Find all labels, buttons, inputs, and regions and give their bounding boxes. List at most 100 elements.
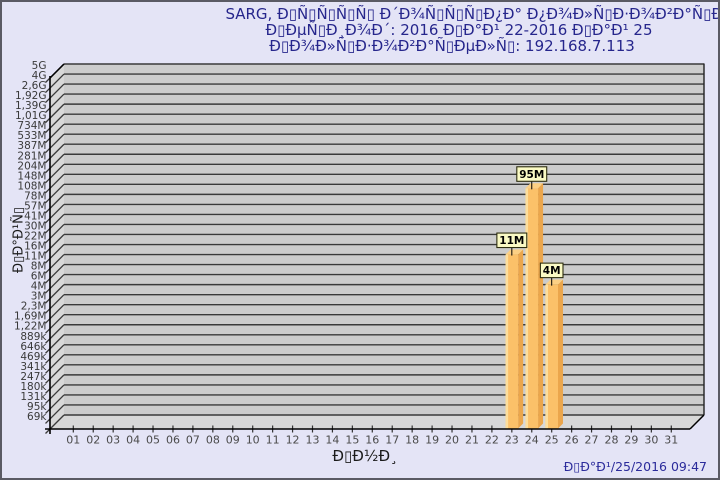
bar-edge-highlight: [525, 188, 529, 429]
x-axis-title: Ð▯Ð½Ð¸: [332, 447, 398, 465]
report-period: Ð▯ÐµÑ▯Ð¸Ð¾Ð´: 2016 Ð▯Ð°Ð¹ 22-2016 Ð▯Ð°Ð¹…: [265, 21, 653, 39]
y-tick-label: 69k: [27, 411, 47, 423]
x-tick-label: 16: [365, 434, 379, 447]
y-tick-line: [45, 183, 65, 204]
y-tick-label: 22M: [24, 230, 46, 242]
y-tick-line: [45, 334, 65, 354]
x-tick-label: 29: [624, 434, 638, 447]
x-tick-label: 25: [545, 434, 559, 447]
x-tick-label: 26: [565, 434, 579, 447]
x-tick-label: 15: [345, 434, 359, 447]
x-tick-label: 03: [106, 434, 120, 447]
axis-top-left-diagonal: [49, 63, 65, 79]
x-tick-label: 20: [445, 434, 459, 447]
x-tick-label: 12: [286, 434, 300, 447]
y-tick-line: [45, 73, 65, 93]
y-tick-label: 8M: [31, 261, 47, 273]
bar-top-face: [505, 249, 524, 255]
y-tick-label: 1,39G: [15, 100, 47, 112]
y-tick-line: [45, 173, 65, 194]
y-tick-label: 4M: [31, 281, 47, 293]
y-tick-line: [45, 213, 65, 234]
report-generated-timestamp: Ð▯Ð°Ð¹/25/2016 09:47: [563, 459, 707, 474]
back-wall: [64, 64, 704, 415]
y-tick-label: 4G: [32, 70, 47, 82]
y-tick-line: [45, 234, 65, 254]
x-tick-label: 04: [126, 434, 140, 447]
y-tick-label: 889k: [20, 331, 47, 343]
y-tick-line: [45, 344, 65, 364]
x-tick-label: 14: [325, 434, 339, 447]
y-tick-label: 180k: [20, 381, 47, 393]
bar-edge-highlight: [505, 254, 509, 429]
x-tick-label: 06: [166, 434, 180, 447]
bar-side-face: [538, 183, 544, 429]
y-tick-line: [45, 324, 65, 344]
bar-front-face: [525, 188, 539, 429]
y-tick-line: [45, 414, 65, 434]
x-tick-label: 10: [246, 434, 260, 447]
bar-day-23: [505, 249, 524, 429]
x-tick-label: 17: [385, 434, 399, 447]
y-tick-line: [45, 244, 65, 264]
x-tick-label: 30: [644, 434, 658, 447]
x-tick-label: 05: [146, 434, 160, 447]
y-tick-label: 387M: [17, 140, 46, 152]
y-tick-label: 95k: [27, 401, 47, 413]
x-tick-label: 21: [465, 434, 479, 447]
y-tick-line: [45, 294, 65, 314]
x-tick-label: 07: [186, 434, 200, 447]
y-tick-line: [45, 314, 65, 334]
y-tick-line: [45, 93, 65, 114]
y-tick-line: [45, 143, 65, 164]
y-tick-label: 204M: [17, 160, 46, 172]
y-tick-line: [45, 113, 65, 134]
axis-bottom-right-diagonal: [689, 414, 705, 430]
y-tick-line: [45, 404, 65, 424]
bar-day-25: [545, 279, 563, 429]
y-tick-line: [45, 274, 65, 294]
callout-box-day-23: [496, 232, 528, 249]
y-tick-label: 5G: [32, 60, 47, 72]
y-tick-line: [45, 374, 65, 394]
y-tick-label: 3M: [31, 291, 47, 303]
x-tick-label: 09: [226, 434, 240, 447]
callout-value-label: 95M: [519, 169, 544, 181]
y-tick-label: 1,69M: [14, 311, 46, 323]
callout-value-label: 4M: [543, 265, 561, 277]
callout-value-label: 11M: [499, 235, 524, 247]
bar-front-face: [505, 254, 519, 429]
y-tick-line: [45, 103, 65, 124]
callout-box-day-25: [539, 262, 564, 279]
y-tick-label: 131k: [20, 391, 47, 403]
y-tick-line: [45, 83, 65, 104]
bar-edge-highlight: [545, 284, 548, 429]
x-tick-label: 13: [305, 434, 319, 447]
x-tick-label: 23: [505, 434, 519, 447]
x-tick-label: 18: [405, 434, 419, 447]
y-tick-label: 1,01G: [15, 110, 47, 122]
y-tick-label: 281M: [17, 150, 46, 162]
y-tick-label: 78M: [24, 190, 46, 202]
y-tick-label: 6M: [31, 271, 47, 283]
x-tick-label: 01: [66, 434, 80, 447]
y-tick-line: [45, 223, 65, 244]
x-tick-label: 08: [206, 434, 220, 447]
y-tick-line: [45, 284, 65, 304]
y-tick-label: 533M: [17, 130, 46, 142]
y-tick-line: [45, 153, 65, 174]
x-tick-label: 31: [664, 434, 678, 447]
y-tick-label: 247k: [20, 371, 47, 383]
x-tick-label: 28: [604, 434, 618, 447]
bar-top-face: [525, 183, 544, 189]
y-tick-label: 108M: [17, 180, 46, 192]
y-tick-line: [45, 394, 65, 414]
y-tick-line: [45, 193, 65, 214]
y-tick-line: [45, 163, 65, 184]
y-tick-line: [45, 254, 65, 274]
y-tick-label: 30M: [24, 220, 46, 232]
report-title: SARG, Ð▯Ñ▯Ñ▯Ñ▯Ñ▯ Ð´Ð¾Ñ▯Ñ▯Ñ▯Ð¿Ð° Ð¿Ð¾Ð»Ñ▯…: [225, 5, 720, 23]
y-tick-label: 2,6G: [22, 80, 47, 92]
report-user: Ð▯Ð¾Ð»Ñ▯Ð·Ð¾Ð²Ð°Ñ▯ÐµÐ»Ñ▯: 192.168.7.113: [269, 37, 635, 55]
y-tick-label: 646k: [20, 341, 47, 353]
